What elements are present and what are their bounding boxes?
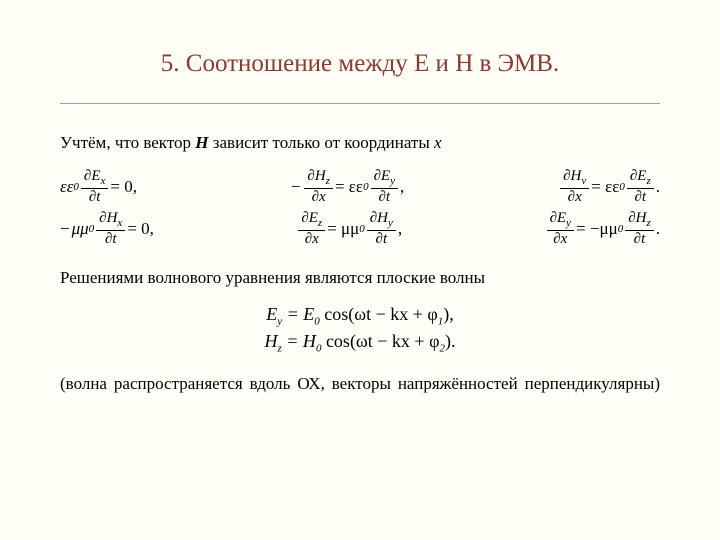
eq-r1c2-f1-num: ∂H (307, 168, 325, 184)
paragraph-3: (волна распространяется вдоль ОХ, вектор… (60, 373, 660, 396)
eq-r1c3-f1-num: ∂H (563, 168, 581, 184)
eq-r1c3-f1-den: ∂x (568, 189, 582, 205)
eq-r1c3-f2-num: ∂E (630, 168, 647, 184)
eq-row-1: εε0 ∂Ex ∂t = 0, − ∂Hz ∂x = εε0 ∂Ey ∂t , … (60, 169, 660, 205)
eq-r1c3-mid: = εε (591, 177, 619, 196)
paragraph-1: Учтём, что вектор H зависит только от ко… (60, 132, 660, 155)
eq-r2c1-rhs: = 0, (127, 219, 154, 239)
eq-r2c3-frac1: ∂Ey ∂x (547, 211, 574, 247)
eq-r1c2-mid: = εε (335, 177, 363, 196)
pw1-cos: cos (320, 304, 349, 324)
divider (60, 103, 660, 104)
pw2-b: = H (282, 331, 316, 351)
eq-r2c3-f1-num-sub: y (566, 217, 571, 229)
eq-r1c1-prefix-sub: 0 (73, 181, 79, 193)
plane-wave-equations: Ey = E0 cos(ωt − kx + φ1), Hz = H0 cos(ω… (60, 304, 660, 355)
eq-r1c1: εε0 ∂Ex ∂t = 0, (60, 169, 137, 205)
eq-r2c3-f1-num: ∂E (550, 210, 567, 226)
eq-r1c1-prefix: εε (60, 177, 73, 196)
eq-r1c2-f2-den: ∂t (379, 189, 391, 205)
eq-r2c1-den: ∂t (105, 231, 117, 247)
eq-r1c2-frac1: ∂Hz ∂x (304, 169, 333, 205)
eq-r2c2-f2-num: ∂H (370, 210, 388, 226)
pw1-a: E (266, 304, 277, 324)
eq-r2c1: − μμ0 ∂Hx ∂t = 0, (60, 211, 154, 247)
eq-r1c2-frac2: ∂Ey ∂t (371, 169, 398, 205)
eq-r1c2-tail: , (400, 177, 404, 197)
eq-r2c2-frac2: ∂Hy ∂t (367, 211, 396, 247)
eq-r1c2-f2-num: ∂E (374, 168, 391, 184)
pw1-arg-a: (ωt − kx + φ (348, 304, 438, 324)
pw2-cos: cos (321, 331, 350, 351)
eq-r2c1-prefix: μμ (72, 219, 89, 238)
eq-r2c3: ∂Ey ∂x = −μμ0 ∂Hz ∂t . (545, 211, 660, 247)
eq-r1c2: − ∂Hz ∂x = εε0 ∂Ey ∂t , (291, 169, 404, 205)
eq-r2c2-mid: = μμ (327, 219, 359, 238)
eq-r1c3: ∂Hv ∂x = εε0 ∂Ez ∂t . (558, 169, 660, 205)
eq-r2c3-f2-num-sub: z (646, 217, 650, 229)
slide-container: 5. Соотношение между Е и Н в ЭМВ. Учтём,… (0, 0, 720, 540)
eq-r1c2-f2-num-sub: y (390, 175, 395, 187)
plane-wave-hz: Hz = H0 cos(ωt − kx + φ2). (60, 331, 660, 355)
eq-r2c2-f2-den: ∂t (376, 231, 388, 247)
eq-r2c2-frac1: ∂Ez ∂x (298, 211, 325, 247)
pw2-arg-a: (ωt − kx + φ (350, 331, 440, 351)
eq-r2c3-mid-sub: 0 (618, 223, 624, 235)
eq-r1c3-f1-num-sub: v (581, 175, 586, 187)
eq-r2c2-f1-num: ∂E (301, 210, 318, 226)
eq-row-2: − μμ0 ∂Hx ∂t = 0, ∂Ez ∂x = μμ0 ∂Hy ∂t , … (60, 211, 660, 247)
eq-r1c2-f1-den: ∂x (312, 189, 326, 205)
eq-r2c1-num-sub: x (117, 217, 122, 229)
eq-r1c3-f2-den: ∂t (635, 189, 647, 205)
eq-r1c1-den: ∂t (89, 189, 101, 205)
eq-r2c2: ∂Ez ∂x = μμ0 ∂Hy ∂t , (296, 211, 402, 247)
spacer (60, 253, 660, 267)
eq-r2c1-frac: ∂Hx ∂t (96, 211, 125, 247)
eq-r1c3-f2-num-sub: z (646, 175, 650, 187)
para1-text-b: зависит только от координаты (209, 133, 435, 152)
eq-r1c1-num-sub: x (100, 175, 105, 187)
eq-r1c2-mid-sub: 0 (363, 181, 369, 193)
eq-r2c3-f2-den: ∂t (634, 231, 646, 247)
eq-r1c3-frac1: ∂Hv ∂x (560, 169, 589, 205)
eq-r2c3-mid: = −μμ (576, 219, 618, 238)
eq-r2c2-mid-sub: 0 (359, 223, 365, 235)
para1-text-a: Учтём, что вектор (60, 133, 195, 152)
eq-r2c2-f2-num-sub: y (388, 217, 393, 229)
pw2-a: H (265, 331, 278, 351)
slide-title: 5. Соотношение между Е и Н в ЭМВ. (60, 50, 660, 78)
eq-r1c1-rhs: = 0, (110, 177, 137, 197)
pw1-arg-b: ), (443, 304, 454, 324)
eq-r1c2-f1-num-sub: z (326, 175, 330, 187)
eq-r1c2-minus: − (291, 177, 301, 197)
eq-r1c1-frac: ∂Ex ∂t (81, 169, 108, 205)
eq-r2c3-frac2: ∂Hz ∂t (625, 211, 654, 247)
spacer-2 (60, 359, 660, 373)
pw1-b: = E (282, 304, 314, 324)
eq-r1c3-tail: . (656, 177, 660, 197)
eq-r1c3-frac2: ∂Ez ∂t (627, 169, 654, 205)
eq-r2c2-tail: , (398, 219, 402, 239)
eq-r1c1-num: ∂E (84, 168, 101, 184)
eq-r1c3-mid-sub: 0 (619, 181, 625, 193)
para1-vector-h: H (195, 133, 208, 152)
eq-r2c3-f1-den: ∂x (553, 231, 567, 247)
eq-r2c1-prefix-sub: 0 (89, 223, 95, 235)
paragraph-2: Решениями волнового уравнения являются п… (60, 267, 660, 290)
eq-r2c2-f1-num-sub: z (318, 217, 322, 229)
pw2-arg-b: ). (445, 331, 456, 351)
eq-r2c3-f2-num: ∂H (628, 210, 646, 226)
eq-r2c1-minus: − (60, 219, 70, 239)
para1-coord: x (434, 133, 442, 152)
eq-r2c3-tail: . (656, 219, 660, 239)
eq-r2c2-f1-den: ∂x (305, 231, 319, 247)
plane-wave-ey: Ey = E0 cos(ωt − kx + φ1), (60, 304, 660, 328)
eq-r2c1-num: ∂H (99, 210, 117, 226)
